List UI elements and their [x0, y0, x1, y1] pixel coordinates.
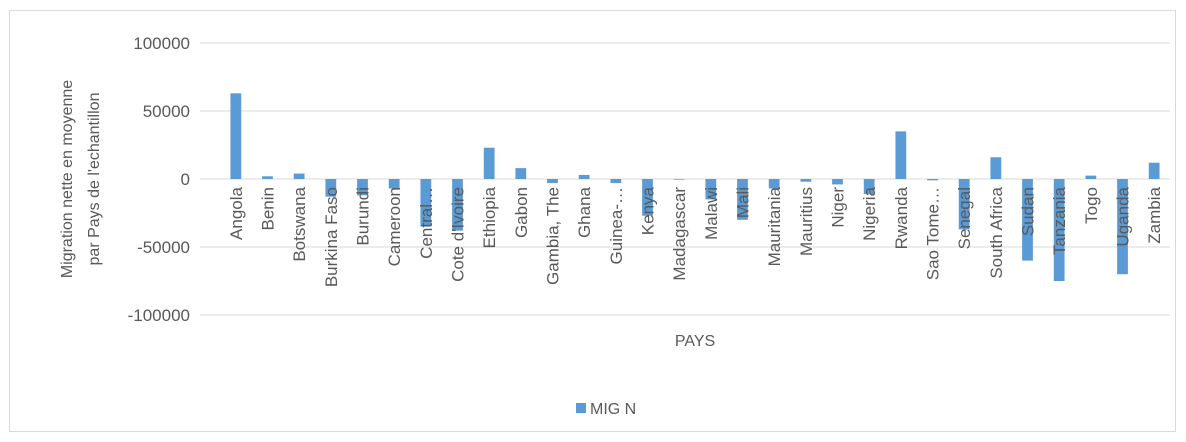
- bar: [800, 179, 812, 182]
- x-tick-label: Mali: [734, 187, 753, 218]
- bar: [768, 179, 780, 189]
- y-tick-label: 50000: [143, 102, 190, 121]
- bar: [863, 179, 875, 194]
- x-tick-label: Zambia: [1145, 186, 1164, 243]
- legend-label: MIG N: [590, 401, 636, 418]
- x-axis-label: PAYS: [675, 333, 715, 350]
- y-axis-label: Migration nette en moyenne: [59, 80, 76, 278]
- bar: [420, 179, 432, 227]
- bar: [832, 179, 843, 185]
- bar: [895, 131, 907, 179]
- x-tick-label: Uganda: [1114, 186, 1133, 246]
- x-tick-label: Nigeria: [860, 186, 879, 240]
- x-tick-label: Burundi: [354, 187, 373, 246]
- y-tick-label: 100000: [133, 34, 190, 53]
- bar: [578, 174, 590, 179]
- bar: [1022, 179, 1033, 261]
- x-tick-label: Rwanda: [892, 186, 911, 249]
- bar: [958, 179, 970, 230]
- x-tick-label: Burkina Faso: [322, 187, 341, 287]
- chart-border: [9, 10, 1176, 432]
- bar: [483, 147, 495, 179]
- x-tick-label: Madagascar: [670, 187, 689, 281]
- x-tick-label: Central…: [417, 187, 436, 259]
- bar: [642, 179, 653, 216]
- bar: [262, 176, 273, 179]
- bar: [293, 173, 305, 179]
- x-tick-label: Tanzania: [1050, 186, 1069, 255]
- y-tick-label: 0: [181, 170, 190, 189]
- x-tick-label: South Africa: [987, 186, 1006, 278]
- x-tick-label: Cote d'Ivoire: [449, 187, 468, 282]
- x-tick-label: Senegal: [955, 187, 974, 249]
- bar: [1148, 162, 1160, 179]
- bar: [357, 179, 368, 196]
- legend-swatch: [576, 403, 586, 413]
- x-tick-label: Mauritius: [797, 187, 816, 256]
- bar: [325, 179, 337, 197]
- x-tick-label: Gabon: [512, 187, 531, 238]
- bar: [673, 179, 685, 180]
- x-tick-label: Niger: [829, 187, 848, 228]
- y-tick-label: -50000: [137, 238, 190, 257]
- x-tick-label: Benin: [259, 187, 278, 230]
- bar: [388, 179, 400, 189]
- x-tick-label: Kenya: [639, 186, 658, 235]
- x-tick-label: Sao Tome…: [924, 187, 943, 280]
- x-tick-label: Mauritania: [765, 186, 784, 266]
- x-tick-label: Togo: [1082, 187, 1101, 224]
- bar: [230, 93, 242, 179]
- x-tick-label: Angola: [227, 186, 246, 239]
- bar: [452, 179, 463, 231]
- bar: [1085, 175, 1097, 179]
- bar: [927, 179, 938, 181]
- x-tick-label: Cameroon: [385, 187, 404, 266]
- y-tick-label: -100000: [128, 306, 190, 325]
- x-tick-label: Gambia, The: [544, 187, 563, 285]
- x-tick-label: Sudan: [1019, 187, 1038, 236]
- bar: [547, 179, 558, 184]
- bar: [515, 168, 527, 179]
- bar: [705, 179, 717, 200]
- y-axis-label: par Pays de l'echantillon: [86, 93, 103, 266]
- x-tick-label: Ethiopia: [480, 186, 499, 248]
- x-tick-label: Malawi: [702, 187, 721, 240]
- bar: [1117, 179, 1128, 275]
- x-tick-label: Ghana: [575, 186, 594, 238]
- x-tick-label: Guinea-…: [607, 187, 626, 264]
- x-tick-label: Botswana: [290, 186, 309, 261]
- bar: [737, 179, 748, 220]
- bar: [1053, 179, 1065, 281]
- bar: [610, 179, 622, 184]
- bar: [990, 157, 1002, 179]
